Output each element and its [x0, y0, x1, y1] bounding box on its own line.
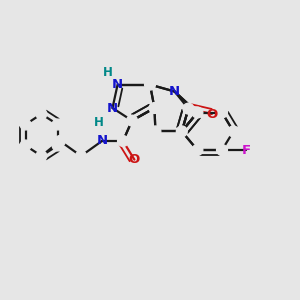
- Text: N: N: [112, 78, 123, 91]
- Circle shape: [20, 119, 31, 130]
- Text: F: F: [242, 143, 250, 157]
- Circle shape: [36, 109, 47, 119]
- Circle shape: [192, 145, 203, 155]
- Text: O: O: [206, 107, 218, 121]
- Circle shape: [20, 140, 31, 151]
- Circle shape: [149, 103, 160, 113]
- Text: H: H: [94, 116, 103, 130]
- Circle shape: [76, 151, 86, 161]
- Text: N: N: [169, 85, 180, 98]
- Circle shape: [52, 140, 63, 151]
- Circle shape: [145, 79, 155, 90]
- Circle shape: [52, 119, 63, 130]
- Circle shape: [192, 107, 203, 118]
- Circle shape: [150, 126, 161, 137]
- Circle shape: [217, 145, 227, 155]
- Circle shape: [127, 115, 137, 126]
- Text: N: N: [107, 101, 118, 115]
- Text: H: H: [103, 66, 112, 79]
- Circle shape: [36, 151, 47, 161]
- Circle shape: [228, 126, 239, 137]
- Text: N: N: [96, 134, 108, 148]
- Circle shape: [217, 107, 227, 118]
- Circle shape: [118, 136, 128, 146]
- Circle shape: [183, 103, 194, 114]
- Text: O: O: [129, 153, 140, 166]
- Circle shape: [55, 136, 65, 146]
- Circle shape: [176, 126, 187, 137]
